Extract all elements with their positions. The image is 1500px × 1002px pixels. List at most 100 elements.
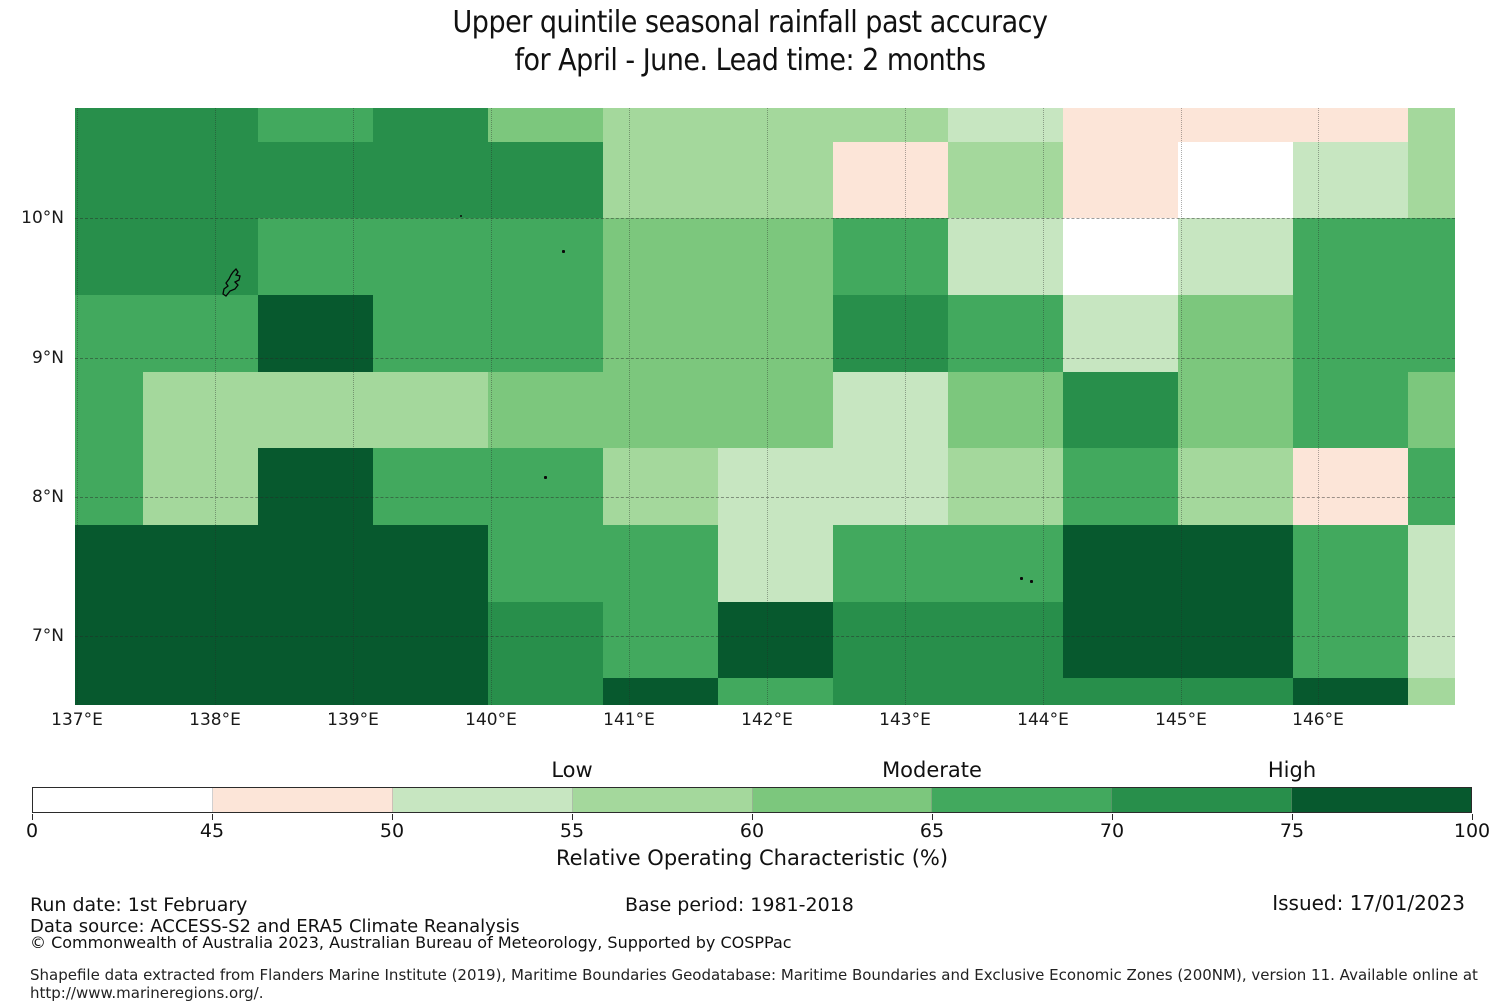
heatmap-cell <box>488 142 603 218</box>
heatmap-cell <box>603 602 718 678</box>
heatmap-cell <box>1178 525 1293 602</box>
heatmap-cell <box>143 525 258 602</box>
latitude-gridline <box>75 636 1455 637</box>
heatmap-cell <box>718 108 833 142</box>
heatmap-cell <box>718 678 833 705</box>
heatmap-cell <box>75 525 143 602</box>
heatmap-cell <box>718 218 833 295</box>
heatmap-cell <box>1178 142 1293 218</box>
longitude-gridline <box>1318 108 1319 705</box>
heatmap-cell <box>1063 372 1178 448</box>
heatmap-cell <box>948 448 1063 525</box>
heatmap-cell <box>143 448 258 525</box>
heatmap-cell <box>948 295 1063 372</box>
heatmap-cell <box>373 295 488 372</box>
heatmap-cell <box>1178 372 1293 448</box>
colorbar-tick-mark <box>32 814 33 820</box>
heatmap-cell <box>1408 295 1455 372</box>
heatmap-cell <box>258 295 373 372</box>
yap-island-outline <box>222 267 241 297</box>
data-source-text: Data source: ACCESS-S2 and ERA5 Climate … <box>30 916 520 937</box>
heatmap-cell <box>603 372 718 448</box>
issued-date-text: Issued: 17/01/2023 <box>1272 891 1465 915</box>
colorbar-segment <box>1292 788 1471 812</box>
colorbar-tick-label: 75 <box>1279 820 1305 842</box>
shapefile-attribution-text: Shapefile data extracted from Flanders M… <box>30 966 1478 1002</box>
heatmap-cell <box>75 218 143 295</box>
heatmap-cell <box>1408 108 1455 142</box>
y-tick-label: 9°N <box>31 348 64 368</box>
heatmap-cell <box>833 108 948 142</box>
longitude-gridline <box>1043 108 1044 705</box>
colorbar-tick-label: 55 <box>559 820 585 842</box>
x-tick-label: 137°E <box>51 710 103 730</box>
heatmap-cell <box>488 108 603 142</box>
heatmap-cell <box>1293 602 1408 678</box>
heatmap-cell <box>258 142 373 218</box>
longitude-gridline <box>215 108 216 705</box>
heatmap-cell <box>143 218 258 295</box>
heatmap-cell <box>1293 372 1408 448</box>
heatmap-cell <box>75 108 143 142</box>
heatmap-cell <box>258 602 373 678</box>
heatmap-cell <box>948 142 1063 218</box>
heatmap-cell <box>488 678 603 705</box>
x-tick-label: 143°E <box>879 710 931 730</box>
latitude-gridline <box>75 497 1455 498</box>
copyright-text: © Commonwealth of Australia 2023, Austra… <box>30 933 792 952</box>
heatmap-cell <box>75 372 143 448</box>
heatmap-cell <box>1063 448 1178 525</box>
heatmap-cell <box>1063 525 1178 602</box>
heatmap-cell <box>75 602 143 678</box>
heatmap-cell <box>948 678 1063 705</box>
colorbar-tick-label: 0 <box>25 820 39 842</box>
heatmap-cell <box>488 448 603 525</box>
heatmap-cell <box>1293 525 1408 602</box>
colorbar-tick-mark <box>1472 814 1473 820</box>
heatmap-cell <box>718 448 833 525</box>
heatmap-cell <box>1063 108 1178 142</box>
heatmap-cell <box>603 218 718 295</box>
colorbar-segment <box>932 788 1113 812</box>
heatmap-cell <box>718 372 833 448</box>
colorbar-category-label: High <box>1267 758 1317 782</box>
chart-title: Upper quintile seasonal rainfall past ac… <box>0 4 1500 80</box>
heatmap-cell <box>833 525 948 602</box>
heatmap-cell <box>75 295 143 372</box>
heatmap-cell <box>1178 108 1293 142</box>
heatmap-cell <box>718 295 833 372</box>
x-tick-label: 142°E <box>741 710 793 730</box>
heatmap-cell <box>1408 448 1455 525</box>
heatmap-cell <box>1293 142 1408 218</box>
heatmap-cell <box>373 448 488 525</box>
colorbar-tick-mark <box>932 814 933 820</box>
longitude-gridline <box>77 108 78 705</box>
small-island-dot <box>544 476 547 479</box>
heatmap-cell <box>1408 218 1455 295</box>
x-tick-label: 140°E <box>465 710 517 730</box>
longitude-gridline <box>353 108 354 705</box>
heatmap-cell <box>143 678 258 705</box>
colorbar-tick-label: 50 <box>379 820 405 842</box>
heatmap-cell <box>948 372 1063 448</box>
heatmap-cell <box>603 678 718 705</box>
heatmap-cell <box>1293 678 1408 705</box>
heatmap-cell <box>488 525 603 602</box>
colorbar-category-label: Moderate <box>882 758 982 782</box>
heatmap-cell <box>1063 142 1178 218</box>
heatmap-cell <box>143 295 258 372</box>
colorbar-tick-mark <box>1112 814 1113 820</box>
heatmap-cell <box>833 448 948 525</box>
small-island-dot <box>562 250 565 253</box>
small-island-dot <box>1020 577 1023 580</box>
heatmap-cell <box>488 218 603 295</box>
colorbar-tick-mark <box>212 814 213 820</box>
heatmap-cell <box>1063 678 1178 705</box>
heatmap-cell <box>1293 218 1408 295</box>
heatmap-cell <box>603 295 718 372</box>
longitude-gridline <box>629 108 630 705</box>
heatmap-cell <box>488 602 603 678</box>
chart-title-line2: for April - June. Lead time: 2 months <box>514 43 986 78</box>
heatmap-cell <box>603 142 718 218</box>
heatmap-cell <box>373 602 488 678</box>
